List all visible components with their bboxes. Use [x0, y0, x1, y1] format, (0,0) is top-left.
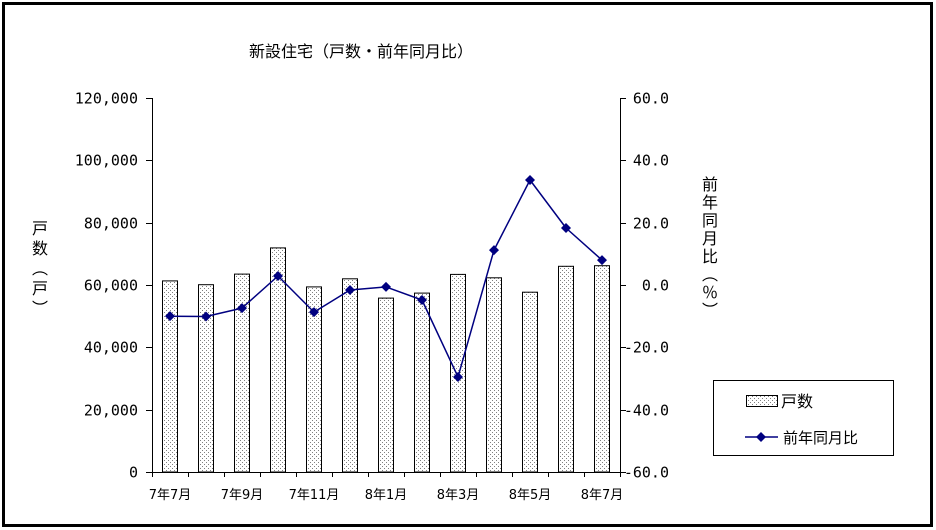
y-tick-label-left: 80,000: [84, 215, 138, 233]
bar-unit-count: [522, 291, 538, 473]
y-tick-label-left: 100,000: [75, 152, 138, 170]
bar-unit-count: [414, 292, 430, 473]
y-tick-label-left: 40,000: [84, 339, 138, 357]
legend-box: [713, 380, 894, 456]
y-tick-label-left: 0: [129, 464, 138, 482]
y-tick-label-right: 60.0: [633, 90, 669, 108]
y-tick-label-right: 40.0: [633, 152, 669, 170]
x-tick-label: 8年1月: [365, 488, 408, 503]
line-point-diamond: [381, 281, 391, 292]
line-point-diamond: [237, 303, 247, 314]
line-point-diamond: [489, 245, 499, 256]
bar-unit-count: [558, 265, 574, 473]
bar-unit-count: [378, 297, 394, 473]
line-point-diamond: [165, 311, 175, 322]
legend-swatch-bar: [746, 395, 778, 407]
legend-marker-diamond-icon: [756, 432, 766, 442]
bar-unit-count: [162, 280, 178, 473]
chart-title: 新設住宅（戸数・前年同月比）: [249, 42, 473, 61]
legend: 戸数 前年同月比: [713, 380, 894, 456]
x-tick-label: 8年7月: [581, 488, 624, 503]
x-tick-label: 7年9月: [221, 488, 264, 503]
x-tick-label: 8年3月: [437, 488, 480, 503]
y-tick-label-right: 0.0: [642, 277, 669, 295]
line-point-diamond: [561, 222, 571, 233]
line-point-diamond: [417, 294, 427, 305]
bar-unit-count: [594, 265, 610, 473]
y-tick-label-right: -60.0: [624, 464, 669, 482]
legend-label-line: 前年同月比: [783, 429, 858, 447]
legend-label-bar: 戸数: [781, 392, 813, 411]
y-tick-label-right: -20.0: [624, 339, 669, 357]
line-point-diamond: [597, 255, 607, 266]
y-tick-label-right: -40.0: [624, 402, 669, 420]
y-tick-label-left: 60,000: [84, 277, 138, 295]
y-tick-label-left: 120,000: [75, 90, 138, 108]
line-point-diamond: [309, 307, 319, 318]
line-point-diamond: [453, 371, 463, 382]
line-point-diamond: [525, 174, 535, 185]
line-series: [165, 174, 607, 382]
bar-series: [162, 247, 610, 473]
line-point-diamond: [345, 284, 355, 295]
x-tick-label: 7年7月: [149, 488, 192, 503]
axes: 0 20,000 40,000 60,000 80,000 100,000 120,000 -…: [75, 90, 669, 504]
line-point-diamond: [201, 311, 211, 322]
y-axis-left-label: 戸数（戸）: [29, 220, 48, 320]
x-tick-label: 8年5月: [509, 488, 552, 503]
line-point-diamond: [273, 270, 283, 281]
bar-unit-count: [342, 278, 358, 473]
y-tick-label-left: 20,000: [84, 402, 138, 420]
bar-unit-count: [486, 277, 502, 473]
y-tick-label-right: 20.0: [633, 215, 669, 233]
x-tick-label: 7年11月: [289, 488, 340, 503]
y-axis-right-label: 前年同月比（％）: [699, 176, 718, 320]
